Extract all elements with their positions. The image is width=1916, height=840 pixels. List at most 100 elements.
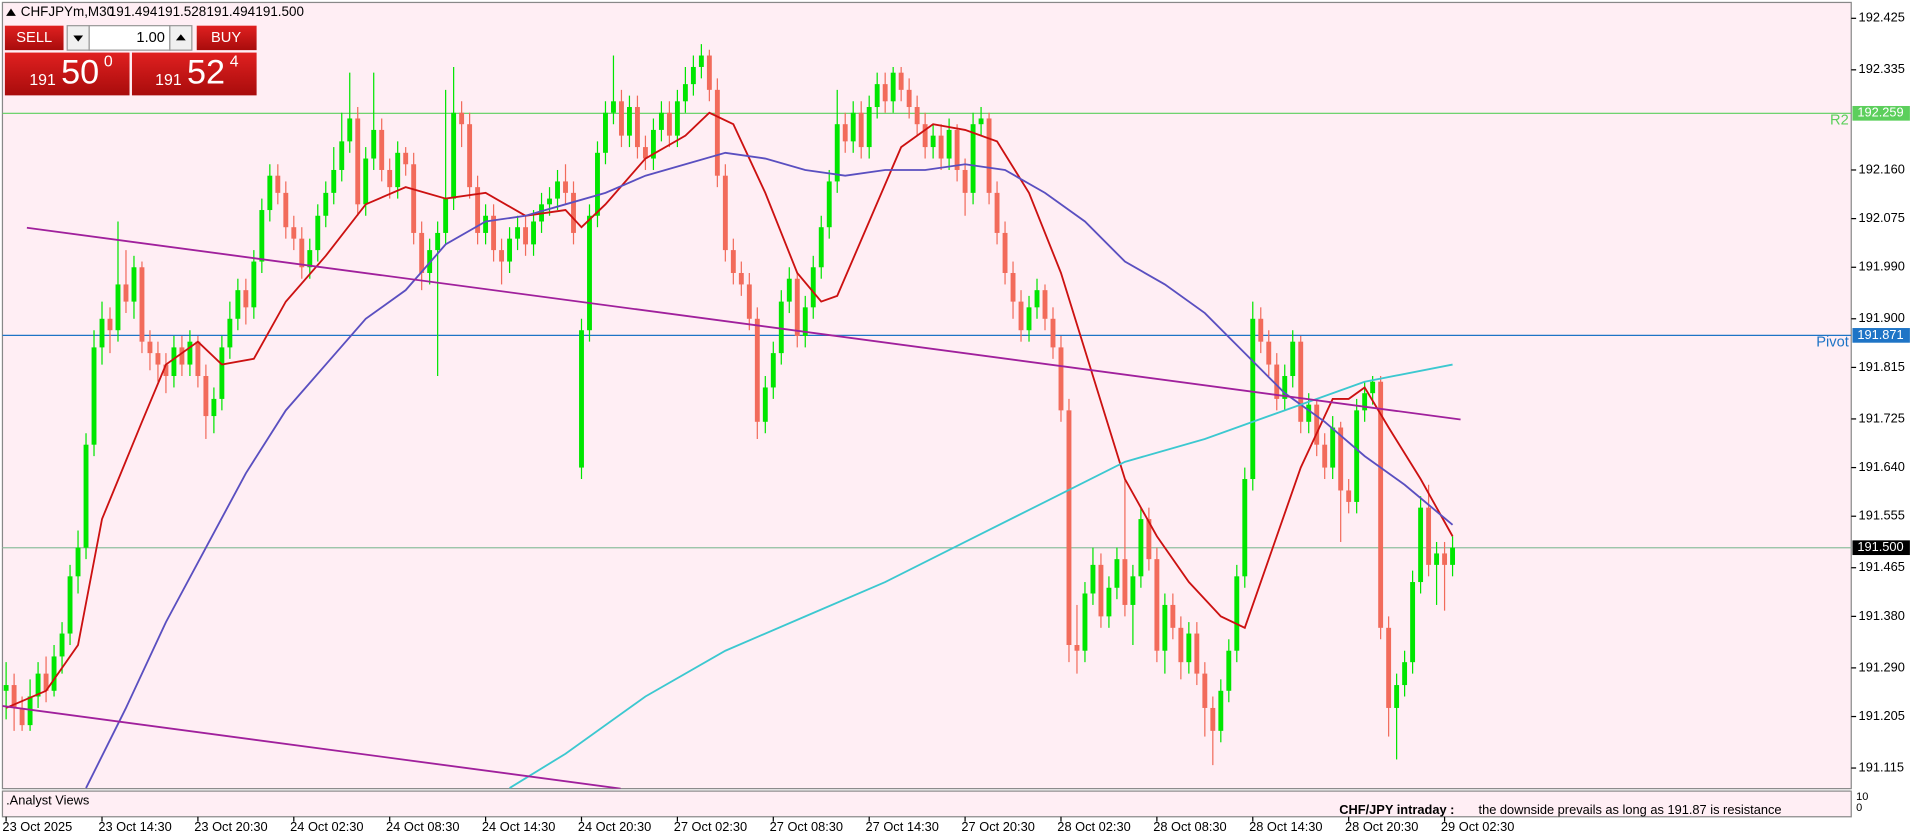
candle-body <box>1034 290 1040 308</box>
candle-body <box>970 124 976 193</box>
price-box-label: 192.259 <box>1857 105 1903 120</box>
ask-fraction: 4 <box>230 54 239 71</box>
x-tick-label: 24 Oct 08:30 <box>386 819 459 834</box>
candle-body <box>1090 564 1096 594</box>
candle-body <box>59 633 65 657</box>
y-tick-label: 191.990 <box>1859 259 1905 274</box>
ohlc-open: 191.494 <box>109 4 158 19</box>
volume-input[interactable] <box>88 25 171 51</box>
bid-box[interactable] <box>4 52 130 96</box>
candle-body <box>1202 673 1208 708</box>
symbol: CHFJPYm,M30 <box>21 4 114 19</box>
candle-body <box>419 232 425 273</box>
candle-body <box>802 307 808 336</box>
up-arrow <box>175 34 186 41</box>
candle-body <box>850 112 856 142</box>
y-tick-label: 191.725 <box>1859 410 1905 425</box>
candle-body <box>259 210 265 262</box>
buy-button[interactable] <box>196 25 257 51</box>
y-tick-label: 191.380 <box>1859 608 1905 623</box>
candle-body <box>946 129 952 159</box>
level-name: R2 <box>1830 113 1849 129</box>
candle-body <box>786 278 792 302</box>
ask-pips: 52 <box>187 54 225 92</box>
candle-body <box>690 66 696 85</box>
candle-body <box>754 318 760 422</box>
candle-body <box>874 84 880 108</box>
candle-body <box>1370 381 1376 394</box>
candle-body <box>531 221 536 245</box>
candle-body <box>235 290 241 319</box>
candle-body <box>1130 576 1136 605</box>
candle-body <box>1346 490 1352 502</box>
candle-body <box>1266 341 1272 365</box>
candle-body <box>1082 593 1088 651</box>
candle-body <box>794 278 800 336</box>
candle-body <box>1106 587 1112 617</box>
price-box <box>1852 105 1910 121</box>
indicator-line <box>85 151 1454 789</box>
candle-body <box>762 387 768 422</box>
candle-body <box>826 181 832 228</box>
indicator-line <box>509 363 1453 789</box>
candle-body <box>682 84 688 102</box>
sell-button[interactable] <box>4 25 64 51</box>
candle-body <box>1362 393 1368 411</box>
candle-body <box>1170 604 1176 628</box>
comment-title: CHF/JPY intraday : <box>1339 802 1454 817</box>
ohlc-close: 191.500 <box>255 4 304 19</box>
candle-body <box>99 318 105 348</box>
candle-body <box>858 112 864 148</box>
candle-body <box>27 696 33 726</box>
x-tick-label: 24 Oct 20:30 <box>578 819 651 834</box>
x-tick-label: 24 Oct 02:30 <box>290 819 363 834</box>
candle-body <box>714 89 720 176</box>
x-tick-label: 27 Oct 02:30 <box>674 819 747 834</box>
candle-body <box>227 318 233 348</box>
collapse-icon[interactable] <box>6 8 16 16</box>
candle-body <box>1426 507 1432 565</box>
candle-body <box>251 261 257 308</box>
candle-body <box>954 129 960 170</box>
candle-body <box>666 112 672 136</box>
plot-area <box>1 1 1852 790</box>
candle-body <box>1162 604 1168 651</box>
sell-label: SELL <box>16 30 52 46</box>
candle-body <box>770 353 776 388</box>
y-tick-label: 192.075 <box>1859 210 1905 225</box>
candle-body <box>571 192 576 233</box>
candle-body <box>1066 410 1072 645</box>
candle-body <box>1290 341 1296 377</box>
candle-body <box>1074 644 1080 651</box>
candle-body <box>3 685 9 691</box>
candle-body <box>155 353 161 365</box>
candle-body <box>507 238 513 262</box>
candle-body <box>890 72 896 102</box>
price-box-label: 191.871 <box>1857 327 1903 342</box>
y-tick-label: 192.335 <box>1859 61 1905 76</box>
candle-body <box>355 118 361 205</box>
candle-body <box>515 227 521 239</box>
candle-body <box>1122 559 1128 605</box>
subwindow-scale-max: 10 <box>1856 791 1868 803</box>
candle-body <box>738 272 744 285</box>
candle-body <box>922 124 928 148</box>
candle-body <box>642 147 648 159</box>
candle-body <box>75 547 81 577</box>
candle-body <box>1146 519 1152 560</box>
candle-body <box>307 250 313 268</box>
candle-body <box>315 215 321 251</box>
candle-body <box>555 181 560 199</box>
ask-box[interactable] <box>131 52 257 96</box>
candle-body <box>1226 650 1232 691</box>
candle-body <box>1330 427 1336 468</box>
candle-body <box>1338 427 1344 491</box>
price-box <box>1852 328 1910 343</box>
candle-body <box>299 238 305 268</box>
candle-body <box>491 215 497 251</box>
candle-body <box>1306 404 1312 422</box>
candle-body <box>1178 627 1184 663</box>
candle-body <box>187 341 193 365</box>
candle-body <box>195 341 201 377</box>
